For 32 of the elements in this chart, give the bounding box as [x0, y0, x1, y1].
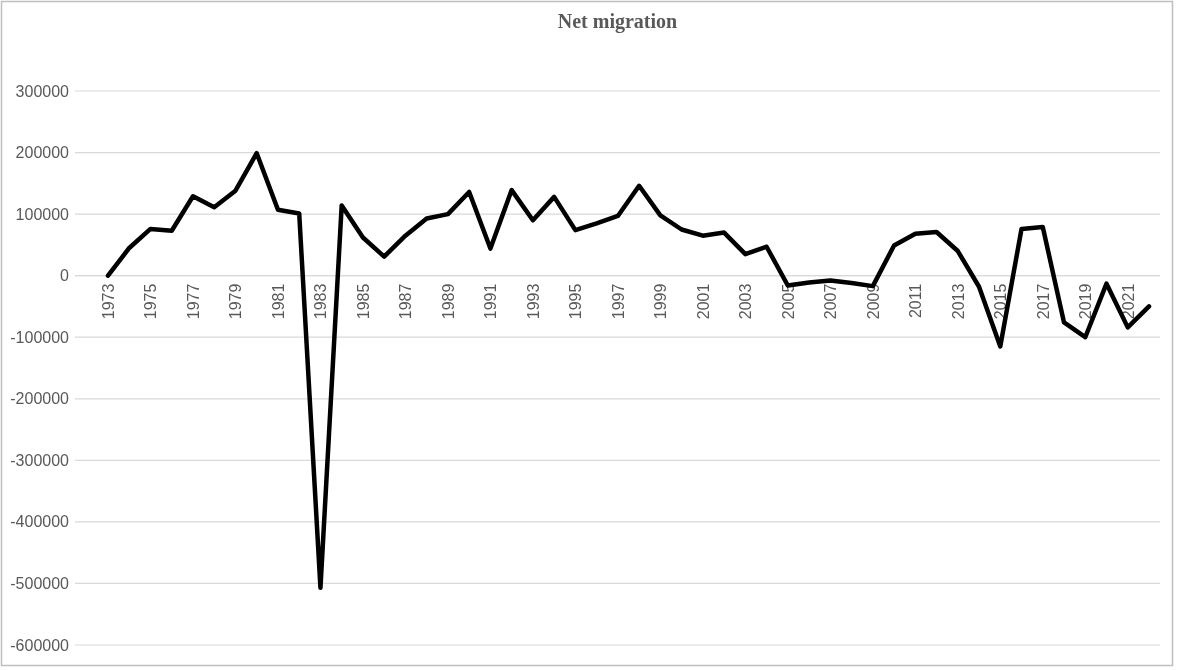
x-tick-label: 1977	[184, 283, 202, 320]
x-tick-label: 2007	[822, 283, 840, 320]
y-tick-label: -100000	[10, 328, 70, 346]
x-tick-label: 1981	[269, 283, 287, 320]
y-tick-label: -600000	[10, 636, 70, 654]
x-tick-label: 1987	[397, 283, 415, 320]
x-tick-label: 2003	[737, 283, 755, 320]
x-tick-label: 2013	[949, 283, 967, 320]
y-tick-label: -300000	[10, 451, 70, 469]
y-tick-label: -500000	[10, 575, 70, 593]
y-tick-label: 0	[60, 267, 70, 285]
x-tick-label: 1973	[100, 283, 117, 320]
y-tick-label: 200000	[15, 144, 70, 162]
x-tick-label: 1999	[652, 283, 670, 320]
y-tick-label: 300000	[15, 82, 70, 100]
x-tick-label: 1997	[609, 283, 627, 320]
chart-title: Net migration	[557, 10, 678, 33]
x-tick-label: 2011	[907, 283, 925, 319]
x-tick-label: 1993	[524, 283, 542, 320]
x-tick-label: 1989	[439, 283, 457, 320]
y-tick-label: 100000	[15, 205, 70, 223]
x-tick-label: 2017	[1034, 283, 1052, 320]
x-tick-label: 1985	[354, 283, 372, 320]
x-tick-label: 1983	[312, 283, 330, 320]
x-tick-label: 1995	[567, 283, 585, 320]
y-tick-label: -400000	[10, 513, 70, 531]
x-tick-label: 2001	[694, 283, 712, 320]
x-tick-label: 2019	[1077, 283, 1095, 320]
x-tick-label: 1979	[227, 283, 245, 320]
x-tick-label: 1991	[482, 283, 500, 320]
y-tick-label: -200000	[10, 390, 70, 408]
x-tick-label: 1975	[142, 283, 160, 320]
